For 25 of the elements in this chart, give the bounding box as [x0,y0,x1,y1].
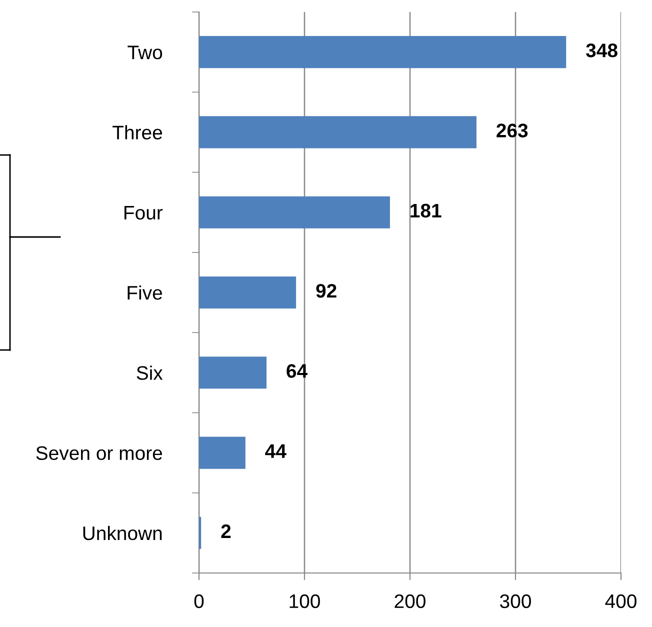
bar [199,36,566,68]
y-tick-label: Three [112,125,162,140]
y-tick-label: Five [128,285,162,300]
y-tick-label: Seven or more [36,446,162,460]
y-tick-label: Four [124,206,163,220]
bar [199,116,476,148]
bar [199,356,267,389]
data-label: 44 [265,444,286,458]
data-label: 348 [586,44,618,58]
data-label: 181 [410,204,442,218]
data-label: 263 [496,124,528,138]
data-label: 2 [221,524,231,538]
bar [199,436,246,469]
bar [199,196,390,228]
data-label: 64 [286,364,308,378]
x-tick-label: 0 [194,594,204,608]
data-label: 92 [316,284,336,298]
x-tick-label: 100 [290,594,320,608]
y-tick-label: Unknown [83,526,162,540]
x-tick-label: 200 [394,594,426,608]
y-tick-label: Two [128,46,162,60]
x-tick-label: 400 [605,594,636,608]
y-tick-label: Six [136,366,163,380]
bar [199,276,296,309]
x-tick-label: 300 [500,594,531,608]
